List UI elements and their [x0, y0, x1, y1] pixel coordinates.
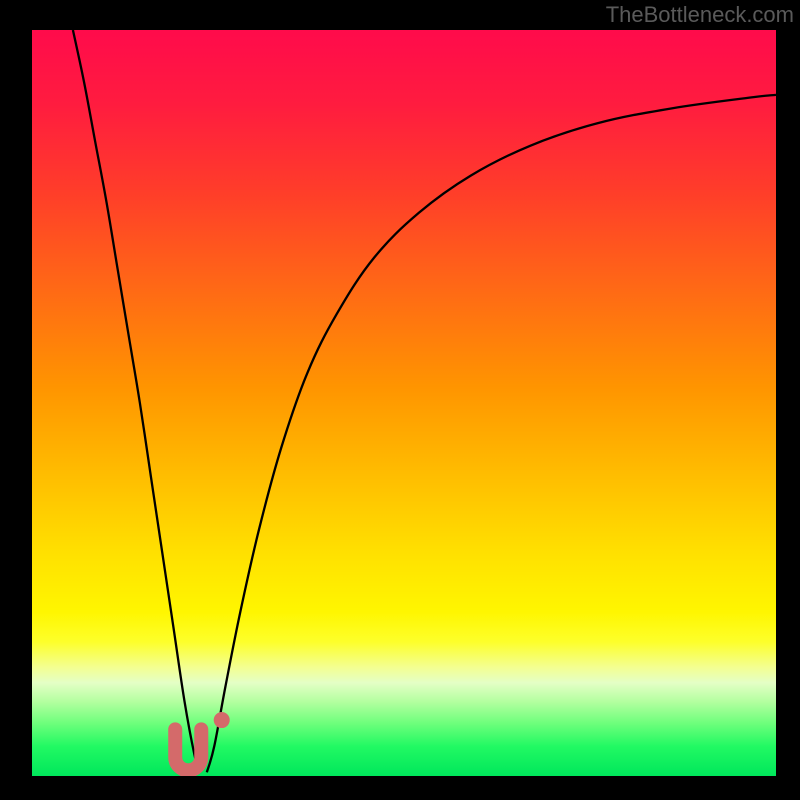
marker-dot [214, 712, 230, 728]
chart-container: TheBottleneck.com [0, 0, 800, 800]
plot-background [32, 30, 776, 776]
chart-svg [0, 0, 800, 800]
watermark-text: TheBottleneck.com [606, 2, 794, 28]
